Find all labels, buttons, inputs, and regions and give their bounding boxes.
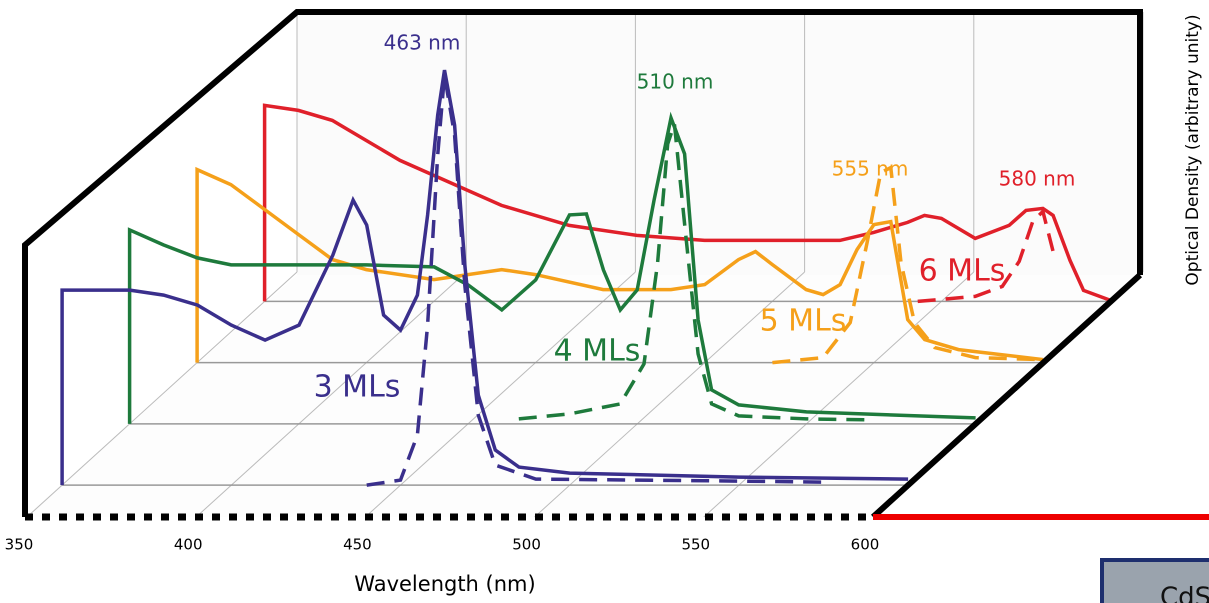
x-tick-label: 600: [851, 536, 880, 554]
series-label: 3 MLs: [314, 370, 401, 405]
peak-label: 580 nm: [999, 167, 1076, 191]
frame-edge: [870, 272, 1143, 520]
absorption-curve: [127, 111, 976, 424]
emission-curve: [366, 74, 824, 487]
peak-label: 510 nm: [637, 70, 714, 94]
x-tick-label: 500: [512, 536, 541, 554]
x-axis-label: Wavelength (nm): [354, 572, 535, 596]
x-tick-label: 350: [5, 536, 34, 554]
floor-grid-line: [534, 271, 805, 518]
series-label: 4 MLs: [554, 334, 641, 369]
peak-label: 555 nm: [832, 157, 909, 181]
floor-grid-line: [365, 271, 636, 518]
inset-label: CdS: [1160, 583, 1209, 603]
x-tick-label: 400: [174, 536, 203, 554]
series-label: 5 MLs: [760, 304, 847, 339]
frame-edge: [22, 9, 1143, 517]
peak-label: 463 nm: [384, 31, 461, 55]
x-tick-label: 450: [343, 536, 372, 554]
inset-box: [1100, 558, 1209, 603]
floor-grid-line: [195, 271, 467, 518]
floor: [25, 275, 1140, 517]
emission-curve: [917, 208, 1055, 304]
absorption-curve: [195, 166, 1044, 363]
absorption-curve: [60, 69, 909, 486]
emission-curve: [518, 123, 875, 422]
y-axis-label: Optical Density (arbitrary unity): [1183, 14, 1203, 285]
series-label: 6 MLs: [919, 254, 1006, 289]
emission-curve: [772, 164, 1044, 365]
floor-grid-line: [26, 271, 298, 518]
frame: [22, 9, 1143, 521]
x-tick-label: 550: [681, 536, 710, 554]
back-wall: [297, 12, 1140, 275]
absorption-curve: [262, 103, 1112, 303]
